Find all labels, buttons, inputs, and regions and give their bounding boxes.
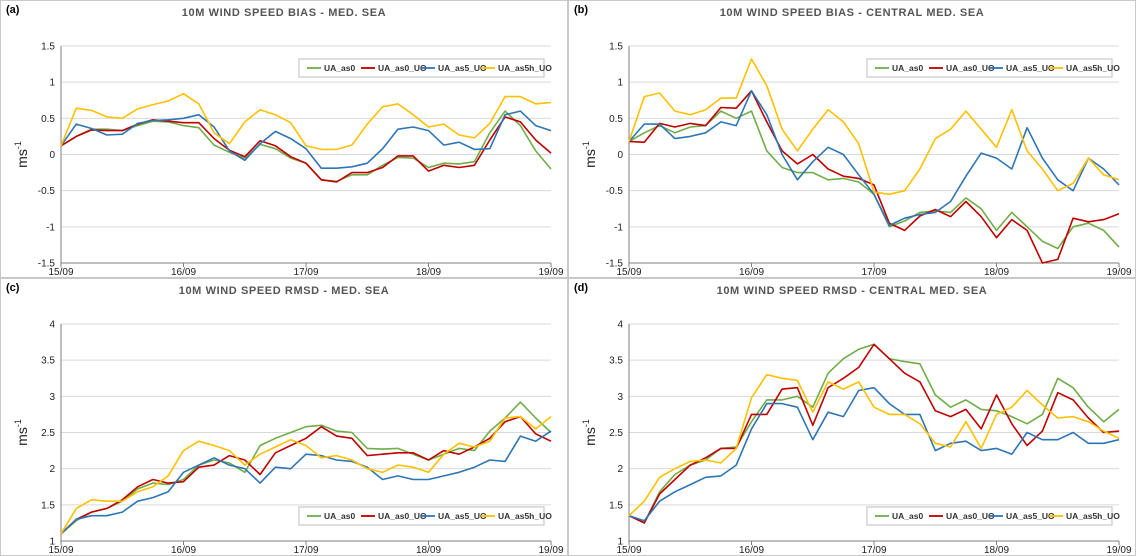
x-tick-label: 16/09	[171, 267, 196, 277]
chart-title: 10M WIND SPEED BIAS - MED. SEA	[181, 7, 387, 19]
y-tick-label: 4	[617, 320, 623, 331]
legend-entry: UA_as5_UO	[438, 511, 487, 521]
x-tick-label: 19/09	[538, 545, 563, 555]
y-tick-label: -1.5	[38, 259, 56, 270]
y-tick-label: 2	[617, 464, 623, 475]
chart-title: 10M WIND SPEED RMSD - MED. SEA	[178, 285, 390, 297]
x-tick-label: 16/09	[171, 545, 196, 555]
y-tick-label: -1	[46, 222, 55, 233]
legend-entry: UA_as0	[324, 63, 355, 73]
x-tick-label: 17/09	[861, 267, 886, 277]
y-tick-label: -0.5	[606, 186, 624, 197]
x-tick-label: 17/09	[293, 545, 318, 555]
y-tick-label: 0	[617, 150, 623, 161]
panel-a: 1.5 1 0.5 0 -0.5 -1 -1.5 15/09 16/09 17/09 18/09 19…	[0, 0, 568, 278]
series-line-ua-as5-uo	[628, 90, 1120, 227]
panel-c: 4 3.5 3 2.5 2 1.5 1 15/09 16/09 17/09 18/09 19/09 ms…	[0, 278, 568, 556]
legend-entry: UA_as0_UO	[378, 63, 427, 73]
series-line-ua-as5-uo	[60, 110, 552, 169]
y-tick-label: 1.5	[41, 42, 55, 53]
series-line-ua-as5-uo	[60, 430, 552, 535]
x-tick-label: 15/09	[616, 267, 641, 277]
y-tick-label: 2.5	[609, 428, 623, 439]
legend-entry: UA_as0	[892, 511, 923, 521]
chart-title: 10M WIND SPEED BIAS - CENTRAL MED. SEA	[719, 7, 985, 19]
y-tick-label: 0.5	[41, 114, 55, 125]
legend-entry: UA_as0_UO	[946, 63, 995, 73]
y-tick-label: 3.5	[609, 356, 623, 367]
series-line-ua-as5h-uo	[628, 373, 1120, 517]
panel-label: (d)	[574, 282, 589, 294]
y-tick-label: 3	[617, 392, 623, 403]
y-tick-label: 1	[49, 78, 55, 89]
x-tick-label: 17/09	[861, 545, 886, 555]
y-tick-label: 1	[617, 78, 623, 89]
x-tick-label: 15/09	[48, 545, 73, 555]
y-axis-label: ms-1	[13, 419, 30, 446]
y-tick-label: 2.5	[41, 428, 55, 439]
x-tick-label: 18/09	[984, 545, 1009, 555]
y-tick-label: 1	[49, 537, 55, 548]
series-line-ua-as5-uo	[628, 386, 1120, 522]
legend-entry: UA_as0	[892, 63, 923, 73]
panel-label: (b)	[574, 4, 589, 16]
y-tick-label: 1.5	[41, 500, 55, 511]
y-tick-label: 0	[49, 150, 55, 161]
series-line-ua-as0-uo	[628, 90, 1120, 264]
legend-entry: UA_as5h_UO	[1066, 63, 1120, 73]
x-tick-label: 18/09	[984, 267, 1009, 277]
y-axis-label: ms-1	[581, 141, 598, 168]
y-tick-label: -1	[614, 222, 623, 233]
x-tick-label: 19/09	[1106, 545, 1131, 555]
legend-entry: UA_as0_UO	[946, 511, 995, 521]
y-tick-label: 3.5	[41, 356, 55, 367]
legend-entry: UA_as5_UO	[1006, 511, 1055, 521]
legend-entry: UA_as5_UO	[1006, 63, 1055, 73]
x-tick-label: 15/09	[48, 267, 73, 277]
panel-label: (a)	[6, 4, 20, 16]
legend-entry: UA_as5_UO	[438, 63, 487, 73]
y-tick-label: 1.5	[609, 42, 623, 53]
x-tick-label: 18/09	[416, 267, 441, 277]
legend-entry: UA_as5h_UO	[498, 511, 552, 521]
chart-svg: 1.5 1 0.5 0 -0.5 -1 -1.515/09 16/09 17/09 18/09 19…	[13, 42, 564, 278]
y-tick-label: -1.5	[606, 259, 624, 270]
series-line-ua-as0-uo	[60, 415, 552, 535]
series-line-ua-as5h-uo	[60, 415, 552, 535]
series-line-ua-as0	[628, 110, 1120, 250]
series-line-ua-as5h-uo	[60, 92, 552, 151]
x-tick-label: 16/09	[739, 545, 764, 555]
x-tick-label: 15/09	[616, 545, 641, 555]
y-tick-label: 2	[49, 464, 55, 475]
x-tick-label: 19/09	[1106, 267, 1131, 277]
series-line-ua-as0	[628, 343, 1120, 524]
panel-b: 1.5 1 0.5 0 -0.5 -1 -1.5 15/09 16/09 17/09 18/09 19…	[568, 0, 1136, 278]
y-axis-label: ms-1	[581, 419, 598, 446]
series-line-ua-as0-uo	[628, 343, 1120, 524]
legend-entry: UA_as0_UO	[378, 511, 427, 521]
panel-d: 4 3.5 3 2.5 2 1.5 1 15/09 16/09 17/09 18/09 19/09 ms…	[568, 278, 1136, 556]
legend-entry: UA_as5h_UO	[1066, 511, 1120, 521]
y-tick-label: 3	[49, 392, 55, 403]
series-line-ua-as5h-uo	[628, 58, 1120, 196]
legend-entry: UA_as0	[324, 511, 355, 521]
chart-svg: 4 3.5 3 2.5 2 1.5 115/09 16/09 17/09 18/09 19/09 ms…	[13, 320, 564, 556]
x-tick-label: 17/09	[293, 267, 318, 277]
chart-title: 10M WIND SPEED RMSD - CENTRAL MED. SEA	[716, 285, 988, 297]
y-tick-label: 1.5	[609, 500, 623, 511]
x-tick-label: 16/09	[739, 267, 764, 277]
panel-label: (c)	[6, 282, 20, 294]
y-tick-label: -0.5	[38, 186, 56, 197]
y-tick-label: 0.5	[609, 114, 623, 125]
chart-svg: 1.5 1 0.5 0 -0.5 -1 -1.515/09 16/09 17/09 18/09 19…	[581, 42, 1132, 278]
y-tick-label: 4	[49, 320, 55, 331]
y-tick-label: 1	[617, 537, 623, 548]
chart-svg: 4 3.5 3 2.5 2 1.5 115/09 16/09 17/09 18/09 19/09 ms…	[581, 320, 1132, 556]
legend-entry: UA_as5h_UO	[498, 63, 552, 73]
y-axis-label: ms-1	[13, 141, 30, 168]
x-tick-label: 18/09	[416, 545, 441, 555]
x-tick-label: 19/09	[538, 267, 563, 277]
